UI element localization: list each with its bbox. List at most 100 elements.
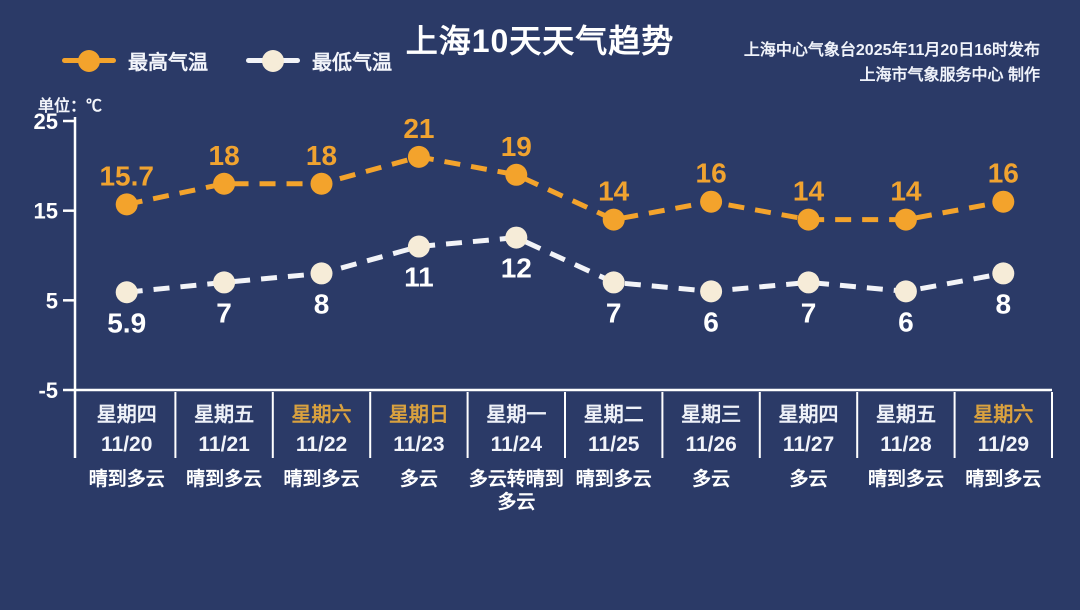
low-temp-line-icon [246,49,300,73]
legend: 最高气温 最低气温 [62,46,392,75]
high-temp-point [602,208,625,231]
high-temp-value-label: 18 [209,140,240,171]
weather-condition-label: 多云 [692,469,731,490]
day-column: 星期四 11/20 晴到多云 [78,396,175,526]
date-label: 11/27 [782,433,835,456]
day-columns: 星期四 11/20 晴到多云 星期五 11/21 晴到多云 星期六 11/22 晴到多云 星期日 1… [78,396,1052,526]
source-line-1: 上海中心气象台2025年11月20日16时发布 [743,42,1040,59]
low-temp-value-label: 11 [404,262,434,293]
weather-condition-label: 晴到多云 [575,469,652,490]
low-temp-point [310,262,333,285]
weekday-label: 星期六 [291,404,352,426]
day-column: 星期四 11/27 多云 [760,396,857,526]
low-temp-value-label: 5.9 [107,307,146,338]
weather-condition-label: 多云 [789,469,828,490]
day-column: 星期六 11/22 晴到多云 [273,396,370,526]
low-temp-point [992,262,1015,285]
day-column: 星期二 11/25 晴到多云 [565,396,662,526]
high-temp-point [797,208,820,231]
weather-condition-label: 晴到多云 [186,469,263,490]
low-temp-point [700,280,723,303]
legend-item-high-temp: 最高气温 [62,46,208,75]
date-label: 11/28 [880,433,932,456]
low-temp-point [505,226,528,249]
low-temp-line [126,235,1004,295]
date-label: 11/21 [198,433,250,456]
high-temp-value-label: 19 [501,131,532,162]
low-temp-value-label: 8 [996,288,1012,319]
low-temp-value-label: 7 [606,297,622,328]
weather-condition-label: 晴到多云 [283,469,360,490]
legend-label-low: 最低气温 [312,52,392,74]
weather-condition-label: 晴到多云 [965,469,1042,490]
weather-condition-label: 晴到多云 [88,469,165,490]
weekday-label: 星期日 [388,404,449,426]
high-temp-point [115,193,138,216]
legend-label-high: 最高气温 [128,52,208,74]
date-label: 11/20 [101,433,153,456]
page-title: 上海10天天气趋势 [405,23,675,59]
high-temp-point [310,172,333,195]
date-label: 11/22 [295,433,348,456]
weekday-label: 星期二 [583,404,644,426]
low-temp-point [797,271,820,294]
weekday-label: 星期四 [778,404,839,426]
low-temp-value-label: 12 [501,253,532,284]
low-temp-value-label: 7 [216,297,232,328]
high-temp-value-label: 16 [988,158,1019,189]
weekday-label: 星期五 [194,404,255,426]
day-column: 星期日 11/23 多云 [370,396,467,526]
high-temp-value-label: 14 [598,176,630,207]
high-temp-point [700,190,723,213]
high-temp-point [992,190,1015,213]
weekday-label: 星期四 [96,404,157,426]
weekday-label: 星期六 [973,404,1034,426]
day-column: 星期三 11/26 多云 [662,396,759,526]
weather-condition-label: 晴到多云 [867,469,944,490]
high-temp-value-label: 18 [306,140,337,171]
weather-condition-label: 多云 [399,469,438,490]
weekday-label: 星期一 [486,404,547,426]
low-temp-point [602,271,625,294]
low-temp-value-label: 6 [898,306,914,337]
date-label: 11/26 [685,433,737,456]
weather-condition-label: 多云转晴到多云 [468,469,564,513]
date-label: 11/23 [393,433,445,456]
legend-item-low-temp: 最低气温 [246,46,392,75]
low-temp-point [115,281,138,304]
low-temp-point [407,235,430,258]
day-column: 星期一 11/24 多云转晴到多云 [468,396,565,526]
day-column: 星期六 11/29 晴到多云 [955,396,1052,526]
source-attribution: 上海中心气象台2025年11月20日16时发布 上海市气象服务中心 制作 [744,38,1040,88]
high-temp-value-label: 14 [793,176,825,207]
day-column: 星期五 11/21 晴到多云 [175,396,272,526]
high-temp-point [894,208,917,231]
high-temp-point [505,163,528,186]
source-line-2: 上海市气象服务中心 制作 [859,67,1040,84]
unit-label: 单位：℃ [38,98,103,115]
high-temp-line [126,154,1004,223]
low-temp-value-label: 7 [801,297,817,328]
high-temp-value-label: 14 [890,176,922,207]
high-temp-line-icon [62,49,116,73]
y-tick-label: -5 [38,378,58,403]
low-temp-point [894,280,917,303]
low-temp-value-label: 8 [314,288,330,319]
y-tick-label: 5 [46,288,58,313]
high-temp-value-label: 21 [403,113,434,144]
high-temp-value-label: 16 [696,158,727,189]
low-temp-point [213,271,236,294]
date-label: 11/29 [977,433,1030,456]
high-temp-point [213,172,236,195]
y-tick-label: 15 [34,199,58,224]
day-column: 星期五 11/28 晴到多云 [857,396,954,526]
date-label: 11/24 [490,433,543,456]
high-temp-point [407,145,430,168]
weekday-label: 星期五 [875,404,936,426]
low-temp-value-label: 6 [703,306,719,337]
date-label: 11/25 [588,433,640,456]
weekday-label: 星期三 [681,404,742,426]
y-tick-label: 25 [34,109,58,134]
